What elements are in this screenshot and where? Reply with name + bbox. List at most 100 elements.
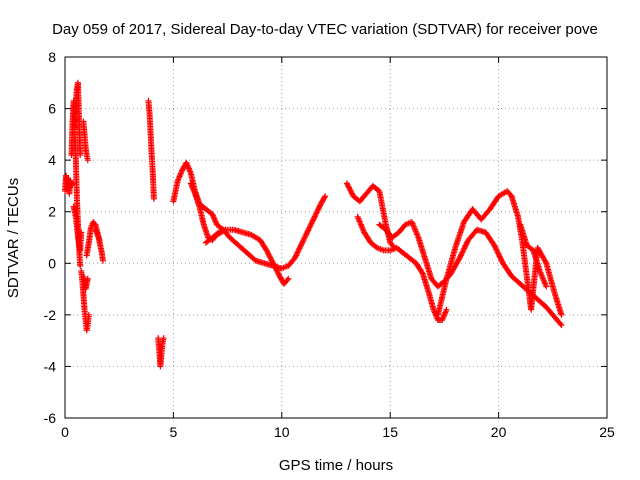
data-point	[301, 235, 308, 242]
data-points	[62, 79, 565, 370]
data-point	[496, 253, 503, 260]
series-main5	[354, 213, 450, 324]
data-point	[491, 242, 498, 249]
x-tick-label: 15	[382, 424, 398, 440]
y-tick-label: 6	[48, 101, 56, 117]
data-point	[304, 228, 311, 235]
data-point	[492, 245, 499, 252]
y-tick-label: 4	[48, 152, 56, 168]
data-point	[299, 239, 306, 246]
data-point	[299, 238, 306, 245]
data-point	[292, 253, 299, 260]
data-point	[459, 248, 466, 255]
data-point	[457, 253, 464, 260]
data-point	[293, 252, 300, 259]
data-point	[295, 248, 302, 255]
data-point	[310, 216, 317, 223]
data-point	[307, 221, 314, 228]
data-point	[294, 249, 301, 256]
series-t0f	[80, 118, 91, 164]
series-main2	[187, 180, 292, 287]
series-main9	[517, 221, 550, 290]
data-point	[77, 151, 84, 158]
data-point	[84, 275, 91, 282]
series-main7	[434, 188, 515, 318]
data-point	[222, 226, 229, 233]
data-point	[458, 250, 465, 257]
data-point	[285, 275, 292, 282]
data-point	[306, 224, 313, 231]
data-point	[497, 256, 504, 263]
data-point	[77, 262, 84, 269]
x-tick-label: 5	[170, 424, 178, 440]
data-point	[314, 207, 321, 214]
data-point	[150, 195, 157, 202]
data-point	[460, 246, 467, 253]
y-tick-label: 8	[48, 49, 56, 65]
data-point	[498, 257, 505, 264]
data-point	[461, 244, 468, 251]
x-tick-label: 0	[61, 424, 69, 440]
series-main1	[170, 159, 329, 272]
data-point	[297, 244, 304, 251]
data-point	[307, 223, 314, 230]
plot-frame	[64, 56, 608, 419]
data-point	[316, 203, 323, 210]
data-point	[463, 239, 470, 246]
data-point	[99, 257, 106, 264]
data-point	[296, 245, 303, 252]
data-point	[311, 213, 318, 220]
series-t0g	[80, 273, 91, 293]
x-tick-label: 10	[274, 424, 290, 440]
data-point	[495, 250, 502, 257]
data-point	[69, 180, 76, 187]
data-point	[301, 234, 308, 241]
data-point	[302, 232, 309, 239]
data-point	[462, 242, 469, 249]
data-point	[317, 202, 324, 209]
y-axis-label: SDTVAR / TECUs	[5, 178, 22, 298]
axis-ticks: 0 5 10 15 20 25 -6 -4 -2 0 2 4 6 8	[44, 49, 615, 440]
data-point	[303, 230, 310, 237]
data-point	[495, 251, 502, 258]
data-point	[557, 320, 564, 327]
y-tick-label: 2	[48, 204, 56, 220]
data-point	[309, 219, 316, 226]
data-point	[284, 277, 291, 284]
x-tick-label: 25	[599, 424, 615, 440]
data-point	[85, 311, 92, 318]
chart-title: Day 059 of 2017, Sidereal Day-to-day VTE…	[52, 21, 598, 38]
data-point	[461, 245, 468, 252]
series-t0i	[92, 226, 103, 244]
data-point	[298, 241, 305, 248]
data-point	[321, 194, 328, 201]
data-point	[558, 311, 565, 318]
data-point	[443, 306, 450, 313]
x-tick-label: 20	[491, 424, 507, 440]
data-point	[160, 335, 167, 342]
series-t0c	[71, 79, 84, 158]
series-main4	[343, 180, 398, 251]
data-point	[543, 283, 550, 290]
data-point	[463, 241, 470, 248]
data-point	[305, 227, 312, 234]
data-point	[457, 252, 464, 259]
series-main3	[202, 226, 229, 246]
data-point	[497, 254, 504, 261]
series-t0h	[83, 219, 106, 264]
data-point	[308, 220, 315, 227]
data-point	[96, 237, 103, 244]
data-point	[558, 322, 565, 329]
data-point	[78, 229, 85, 236]
data-point	[313, 210, 320, 217]
y-tick-label: -6	[44, 410, 57, 426]
data-point	[303, 231, 310, 238]
data-point	[493, 246, 500, 253]
data-point	[315, 205, 322, 212]
data-point	[322, 193, 329, 200]
data-point	[291, 255, 298, 262]
data-point	[305, 225, 312, 232]
data-point	[312, 212, 319, 219]
data-point	[459, 249, 466, 256]
